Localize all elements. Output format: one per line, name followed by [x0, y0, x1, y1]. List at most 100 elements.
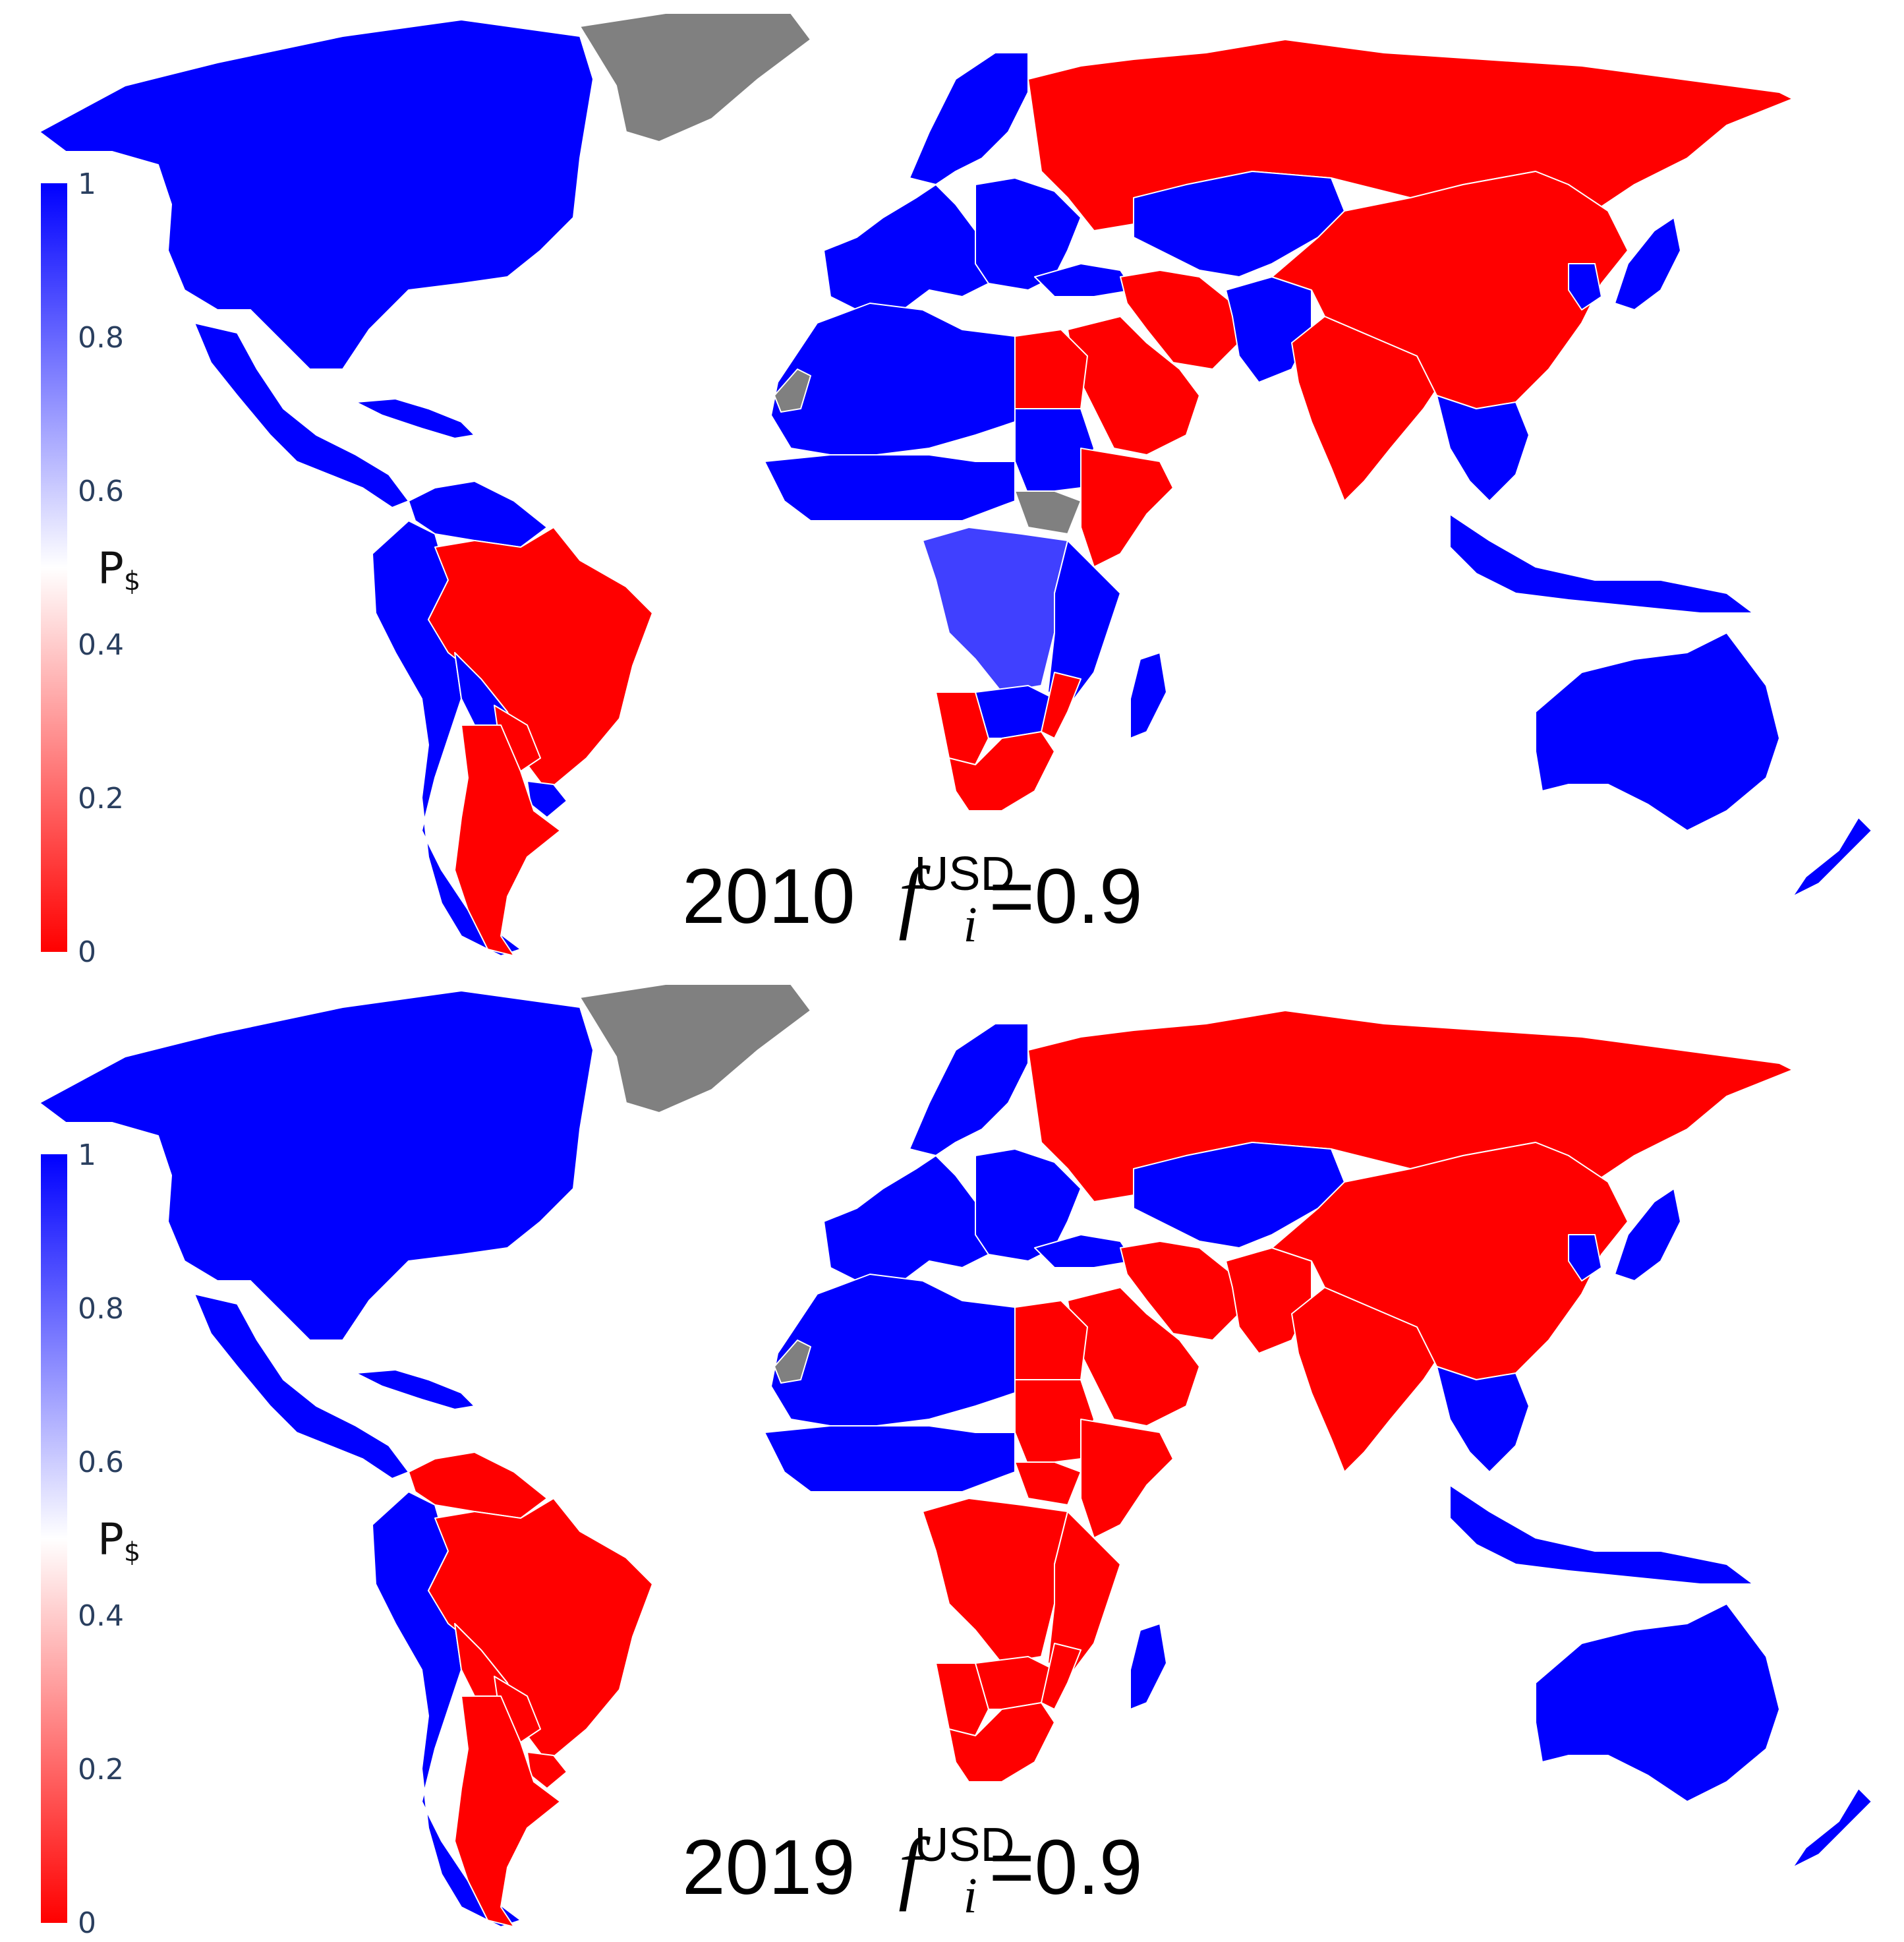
caption-year: 2019 — [682, 1824, 855, 1911]
colorbar-title: P$ — [98, 547, 140, 595]
region-western-sahara — [774, 368, 811, 413]
region-brazil — [428, 1498, 653, 1763]
colorbar-tick-1: 1 — [78, 1138, 96, 1172]
colorbar-tick-0.8: 0.8 — [78, 1292, 124, 1326]
region-south-america-north — [408, 1452, 548, 1519]
region-iran — [1120, 1241, 1240, 1341]
region-scandinavia — [909, 1023, 1029, 1156]
region-arabia — [1067, 1287, 1200, 1427]
region-egypt — [1014, 329, 1088, 409]
colorbar-tick-0.8: 0.8 — [78, 321, 124, 355]
region-southeast-asia — [1436, 1366, 1530, 1473]
panel-caption: 2010 fUSDi =0.9 — [682, 850, 1143, 950]
caption-value: =0.9 — [989, 853, 1143, 940]
colorbar-gradient — [41, 1154, 67, 1923]
region-caribbean — [355, 398, 475, 439]
region-mozambique — [1041, 1643, 1082, 1710]
region-madagascar — [1130, 1623, 1167, 1710]
region-east-africa — [1047, 540, 1121, 699]
region-egypt — [1014, 1300, 1088, 1380]
world-map-2010 — [39, 13, 1872, 956]
region-central-asia — [1133, 171, 1345, 278]
region-southeast-asia — [1436, 395, 1530, 502]
region-australia — [1535, 1603, 1780, 1802]
region-japan — [1614, 217, 1681, 310]
region-central-america — [194, 322, 409, 508]
country-regions — [39, 13, 1872, 956]
region-japan — [1614, 1188, 1681, 1281]
panel-caption: 2019 fUSDi =0.9 — [682, 1821, 1143, 1921]
caption-superscript: USD — [914, 848, 1015, 900]
region-madagascar — [1130, 652, 1167, 739]
region-argentina — [454, 1695, 561, 1927]
country-regions — [39, 984, 1872, 1927]
colorbar-tick-0.2: 0.2 — [78, 782, 124, 815]
region-korea — [1568, 1234, 1602, 1281]
region-caribbean — [355, 1369, 475, 1410]
colorbar — [41, 1154, 67, 1923]
region-western-sahara — [774, 1339, 811, 1384]
caption-value: =0.9 — [989, 1824, 1143, 1911]
colorbar-title-sub: $ — [123, 1537, 141, 1568]
region-north-africa — [770, 303, 1016, 456]
colorbar-tick-0.2: 0.2 — [78, 1753, 124, 1786]
region-west-africa — [764, 454, 1016, 521]
region-korea — [1568, 263, 1602, 310]
region-south-africa — [948, 731, 1055, 811]
region-arabia — [1067, 316, 1200, 456]
region-scandinavia — [909, 52, 1029, 185]
caption-symbol: f — [898, 1821, 921, 1912]
region-greenland — [579, 13, 811, 142]
caption-year: 2010 — [682, 853, 855, 940]
region-europe-west — [823, 184, 989, 310]
region-west-africa — [764, 1425, 1016, 1492]
region-south-sudan — [1014, 1461, 1082, 1506]
region-china-mongolia — [1271, 1142, 1629, 1380]
region-horn-of-africa — [1080, 448, 1174, 568]
colorbar-tick-0: 0 — [78, 935, 96, 969]
region-north-america — [39, 990, 594, 1341]
colorbar-tick-0.4: 0.4 — [78, 1599, 124, 1633]
region-indonesia — [1449, 514, 1754, 614]
region-indonesia — [1449, 1485, 1754, 1585]
caption-superscript: USD — [914, 1819, 1015, 1871]
region-mozambique — [1041, 672, 1082, 739]
colorbar-title-sub: $ — [123, 566, 141, 597]
colorbar-tick-0: 0 — [78, 1906, 96, 1940]
caption-subscript: i — [963, 897, 977, 953]
region-horn-of-africa — [1080, 1419, 1174, 1539]
region-europe-west — [823, 1155, 989, 1281]
caption-symbol: f — [898, 850, 921, 941]
map-panel-2019: 1 0.8 0.6 0.4 0.2 0 P$ 2019 fUSDi =0.9 — [0, 971, 1904, 1942]
region-argentina — [454, 724, 561, 956]
region-brazil — [428, 527, 653, 792]
region-china-mongolia — [1271, 171, 1629, 409]
region-north-africa — [770, 1274, 1016, 1427]
colorbar-gradient — [41, 183, 67, 952]
region-north-america — [39, 19, 594, 370]
colorbar-title-main: P — [98, 543, 124, 594]
region-central-africa — [922, 527, 1068, 693]
colorbar-tick-0.4: 0.4 — [78, 628, 124, 662]
region-central-america — [194, 1293, 409, 1479]
colorbar-tick-0.6: 0.6 — [78, 1446, 124, 1479]
region-central-africa — [922, 1498, 1068, 1664]
region-new-zealand — [1792, 817, 1872, 897]
map-panel-2010: 1 0.8 0.6 0.4 0.2 0 P$ 2010 fUSDi =0.9 — [39, 13, 1872, 969]
region-iran — [1120, 270, 1240, 370]
region-south-africa — [948, 1702, 1055, 1782]
region-east-africa — [1047, 1511, 1121, 1670]
region-australia — [1535, 632, 1780, 831]
region-new-zealand — [1792, 1788, 1872, 1868]
colorbar-title: P$ — [98, 1518, 140, 1566]
region-south-america-north — [408, 481, 548, 548]
colorbar-title-main: P — [98, 1514, 124, 1565]
caption-subscript: i — [963, 1868, 977, 1924]
region-greenland — [579, 984, 811, 1113]
world-map-2019 — [39, 984, 1872, 1927]
colorbar — [41, 183, 67, 952]
region-south-sudan — [1014, 490, 1082, 535]
colorbar-tick-1: 1 — [78, 167, 96, 201]
region-central-asia — [1133, 1142, 1345, 1249]
colorbar-tick-0.6: 0.6 — [78, 475, 124, 508]
